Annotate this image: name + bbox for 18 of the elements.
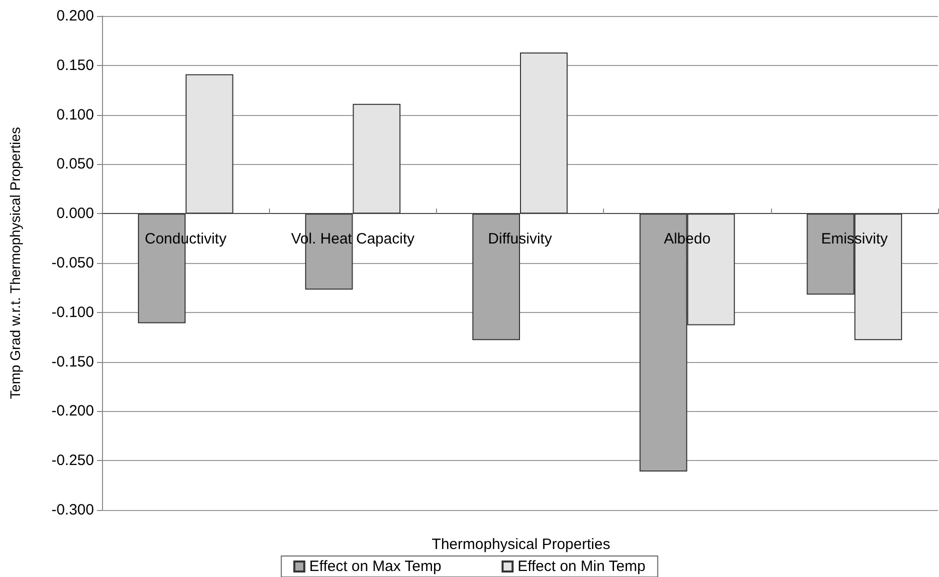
y-tick-label: 0.150 <box>56 56 94 74</box>
legend-label: Effect on Max Temp <box>309 558 442 575</box>
bar <box>186 74 234 214</box>
y-tick-label: 0.200 <box>56 8 94 24</box>
y-tick-label: -0.150 <box>51 353 94 370</box>
y-axis-title: Temp Grad w.r.t. Thermophysical Properties <box>7 126 23 400</box>
legend-label: Effect on Min Temp <box>518 558 646 575</box>
y-tick-label: 0.050 <box>56 156 94 173</box>
y-tick-label: -0.250 <box>51 452 94 470</box>
y-tick-label: 0.000 <box>56 205 94 222</box>
y-tick-label: -0.200 <box>51 402 94 420</box>
bar <box>520 52 568 214</box>
y-tick-label: -0.050 <box>51 254 94 272</box>
x-axis-title: Thermophysical Properties <box>432 536 610 553</box>
bar <box>352 104 400 214</box>
y-tick-label: -0.100 <box>51 304 94 321</box>
y-tick-label: -0.300 <box>51 502 94 518</box>
y-tick-label: 0.100 <box>56 106 94 124</box>
